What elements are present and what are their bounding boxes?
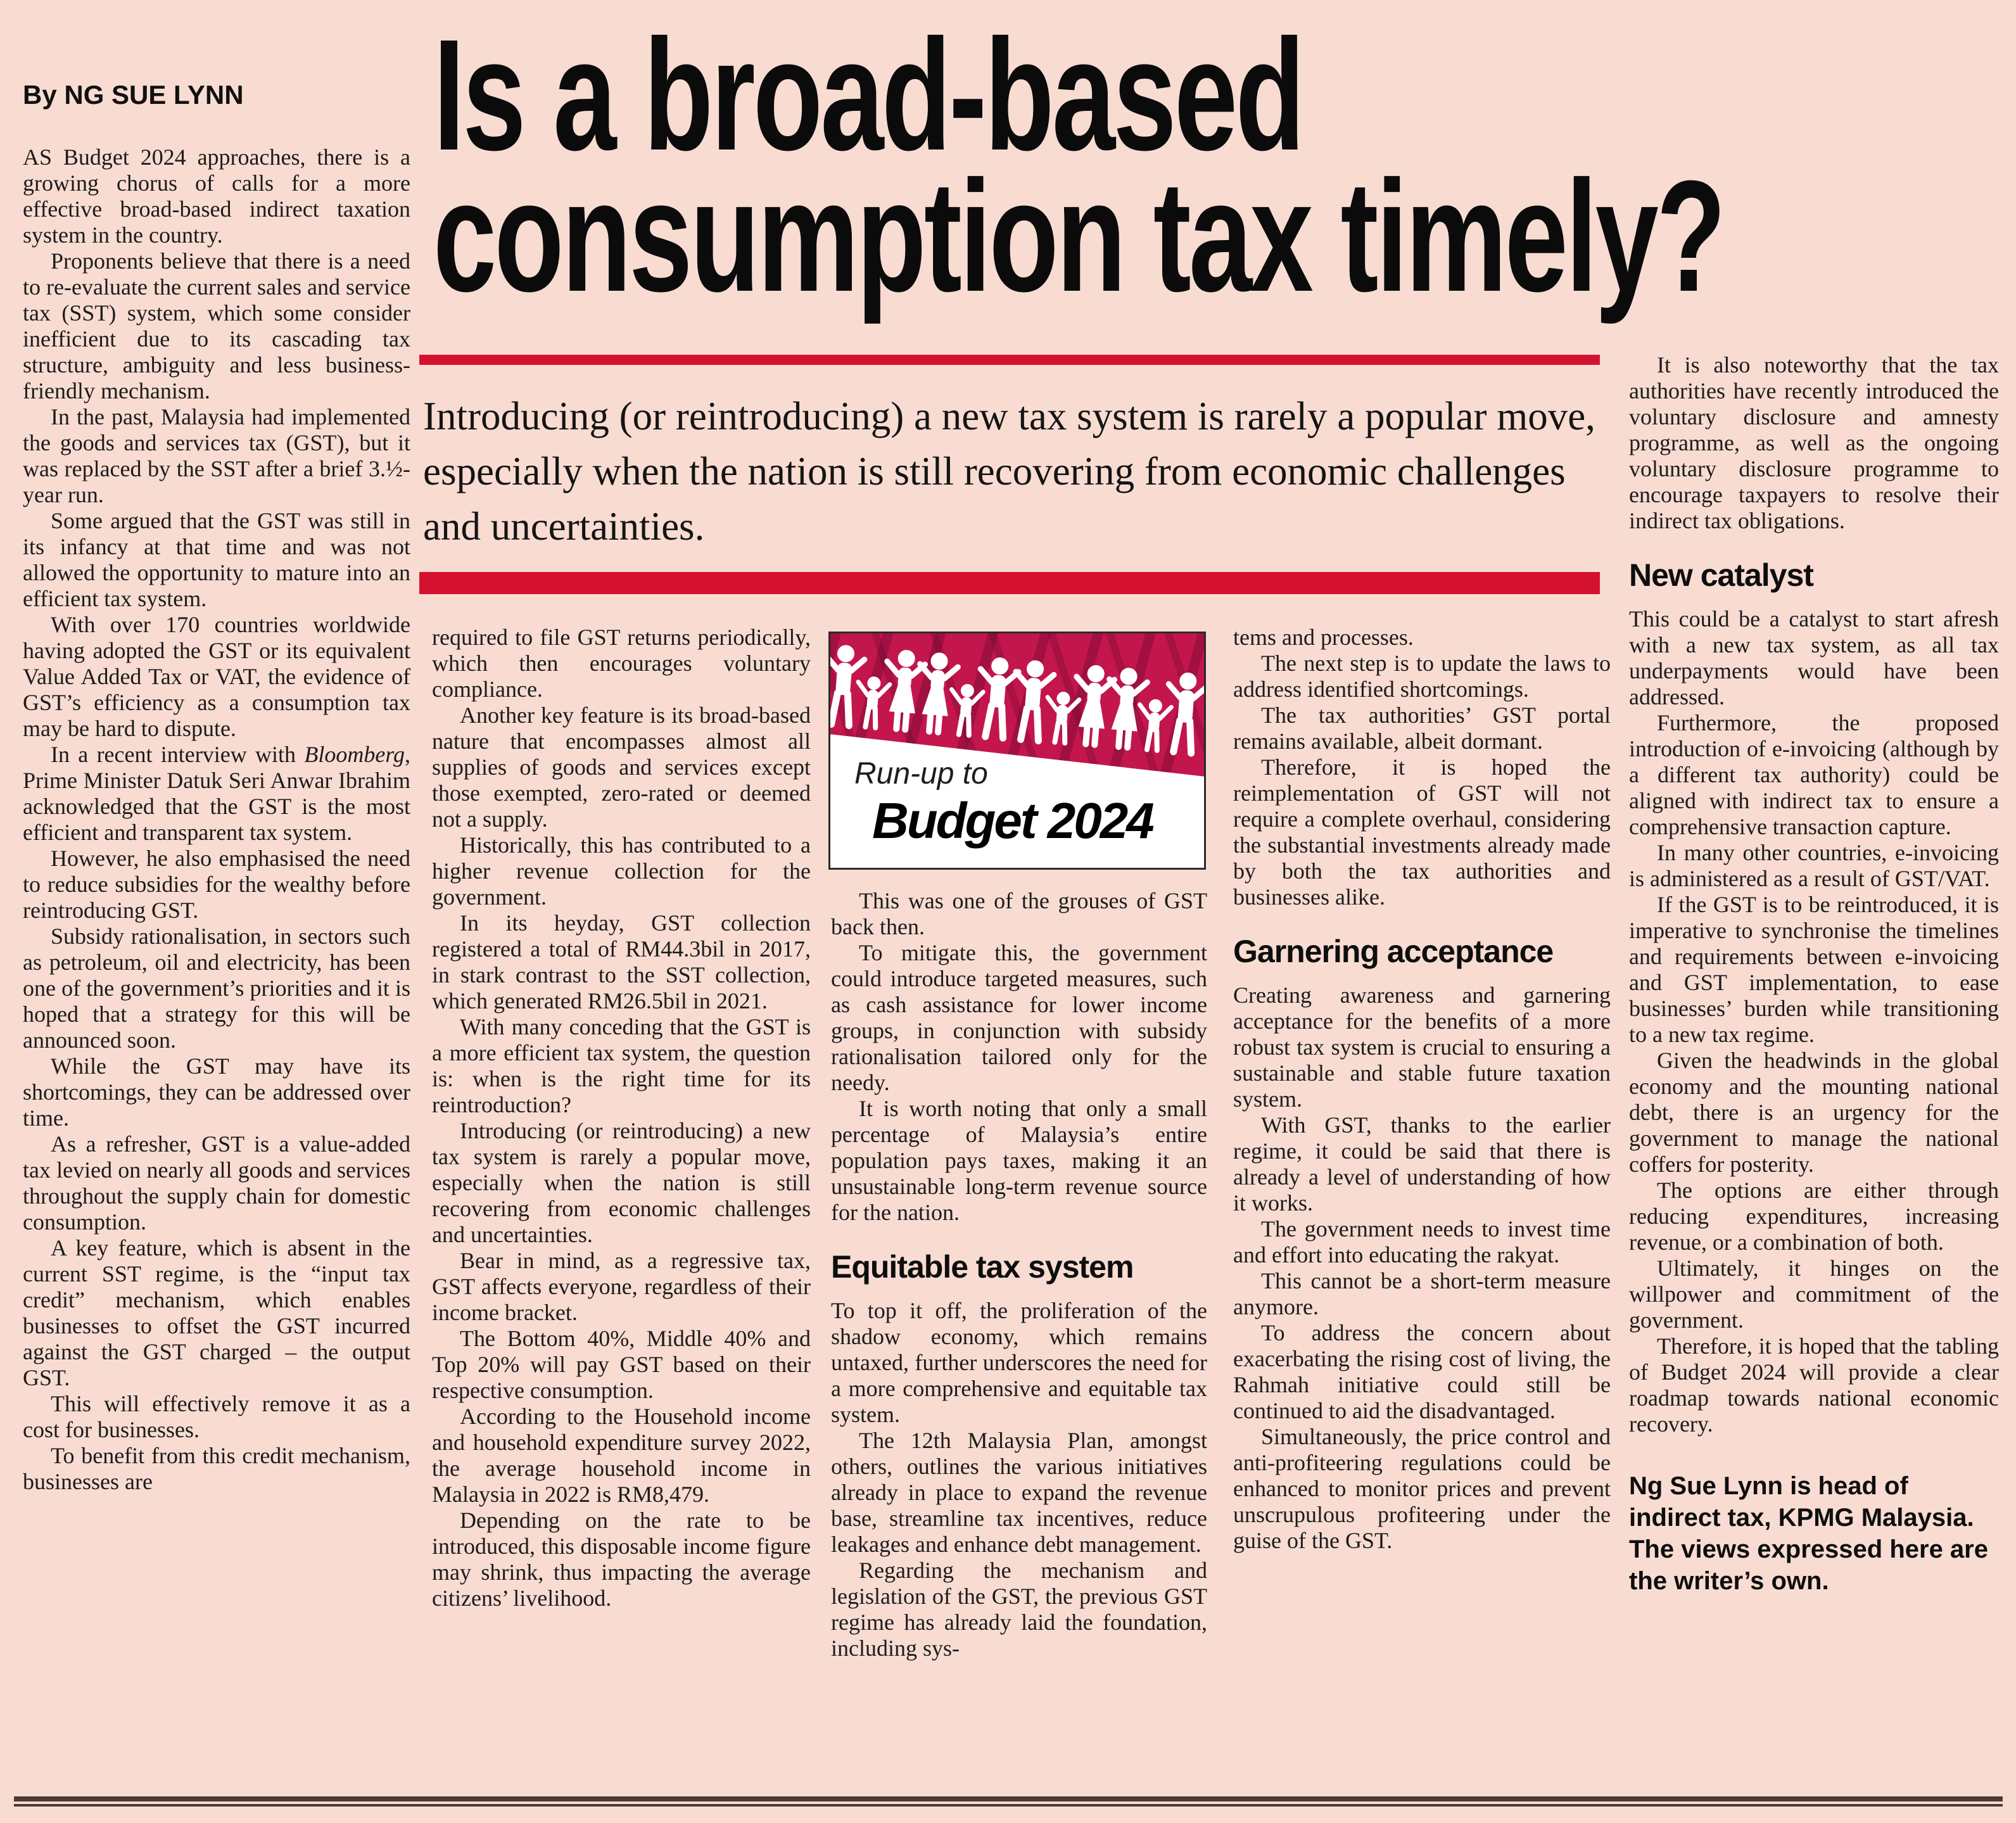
article-paragraph: Given the headwinds in the global econom… bbox=[1629, 1048, 1999, 1177]
article-paragraph: This cannot be a short-term measure anym… bbox=[1233, 1268, 1611, 1319]
article-paragraph: Bear in mind, as a regressive tax, GST a… bbox=[432, 1248, 811, 1325]
article-paragraph: According to the Household income and ho… bbox=[432, 1404, 811, 1507]
article-paragraph: Therefore, it is hoped the reimplementat… bbox=[1233, 754, 1611, 910]
article-paragraph: A key feature, which is absent in the cu… bbox=[23, 1235, 410, 1390]
author-footnote: Ng Sue Lynn is head of indirect tax, KPM… bbox=[1629, 1472, 1988, 1595]
article-paragraph: required to file GST returns periodicall… bbox=[432, 625, 811, 702]
article-paragraph: It is worth noting that only a small per… bbox=[831, 1096, 1207, 1225]
article-paragraph: Creating awareness and garnering accepta… bbox=[1233, 982, 1611, 1112]
article-paragraph: Regarding the mechanism and legislation … bbox=[831, 1558, 1207, 1661]
article-paragraph: The next step is to update the laws to a… bbox=[1233, 651, 1611, 702]
accent-bar-top bbox=[419, 355, 1600, 365]
article-paragraph: The Bottom 40%, Middle 40% and Top 20% w… bbox=[432, 1326, 811, 1403]
article-paragraph: tems and processes. bbox=[1233, 625, 1414, 650]
article-paragraph: Historically, this has contributed to a … bbox=[432, 832, 811, 910]
article-paragraph: To mitigate this, the government could i… bbox=[831, 940, 1207, 1095]
article-paragraph: To address the concern about exacerbatin… bbox=[1233, 1320, 1611, 1423]
article-paragraph: Another key feature is its broad-based n… bbox=[432, 702, 811, 832]
article-paragraph: Depending on the rate to be introduced, … bbox=[432, 1508, 811, 1611]
article-column-1: AS Budget 2024 approaches, there is a gr… bbox=[23, 144, 410, 1782]
article-paragraph: To top it off, the proliferation of the … bbox=[831, 1298, 1207, 1427]
article-column-5: It is also noteworthy that the tax autho… bbox=[1629, 352, 1999, 1781]
article-paragraph: Simultaneously, the price control and an… bbox=[1233, 1424, 1611, 1553]
accent-bar-bottom bbox=[419, 572, 1600, 594]
section-subhead: New catalyst bbox=[1629, 557, 1814, 593]
article-paragraph: AS Budget 2024 approaches, there is a gr… bbox=[23, 144, 410, 248]
article-paragraph: With many conceding that the GST is a mo… bbox=[432, 1014, 811, 1117]
article-paragraph: This could be a catalyst to start afresh… bbox=[1629, 606, 1999, 709]
run-up-to-budget-2024-graphic: Run-up to Budget 2024 bbox=[828, 632, 1206, 870]
article-paragraph: However, he also emphasised the need to … bbox=[23, 846, 410, 923]
article-paragraph: With GST, thanks to the earlier regime, … bbox=[1233, 1112, 1611, 1216]
section-subhead: Equitable tax system bbox=[831, 1249, 1134, 1285]
article-paragraph: This will effectively remove it as a cos… bbox=[23, 1391, 410, 1442]
graphic-title: Budget 2024 bbox=[872, 792, 1155, 849]
article-paragraph: Subsidy rationalisation, in sectors such… bbox=[23, 924, 410, 1053]
article-paragraph: As a refresher, GST is a value-added tax… bbox=[23, 1131, 410, 1235]
article-paragraph: The tax authorities’ GST portal remains … bbox=[1233, 702, 1611, 754]
article-paragraph: Some argued that the GST was still in it… bbox=[23, 508, 410, 611]
article-paragraph: If the GST is to be reintroduced, it is … bbox=[1629, 892, 1999, 1047]
article-paragraph: In many other countries, e-invoicing is … bbox=[1629, 840, 1999, 891]
article-column-2: required to file GST returns periodicall… bbox=[432, 625, 811, 1780]
bottom-rule bbox=[14, 1796, 2003, 1807]
article-column-4: tems and processes. The next step is to u… bbox=[1233, 625, 1611, 1780]
headline-line-1: Is a broad-based bbox=[433, 6, 1305, 183]
article-paragraph: In its heyday, GST collection registered… bbox=[432, 910, 811, 1013]
byline: By NG SUE LYNN bbox=[23, 80, 244, 110]
article-paragraph: Introducing (or reintroducing) a new tax… bbox=[432, 1118, 811, 1247]
article-paragraph: While the GST may have its shortcomings,… bbox=[23, 1053, 410, 1131]
article-paragraph: Therefore, it is hoped that the tabling … bbox=[1629, 1333, 1999, 1437]
article-paragraph: This was one of the grouses of GST back … bbox=[831, 888, 1207, 939]
article-paragraph: In a recent interview with Bloomberg, Pr… bbox=[23, 742, 410, 845]
standfirst: Introducing (or reintroducing) a new tax… bbox=[423, 394, 1595, 549]
article-paragraph: The options are either through reducing … bbox=[1629, 1178, 1999, 1255]
article-paragraph: The 12th Malaysia Plan, amongst others, … bbox=[831, 1428, 1207, 1557]
headline: Is a broad-based consumption tax timely? bbox=[433, 6, 2011, 324]
article-paragraph: The government needs to invest time and … bbox=[1233, 1216, 1611, 1267]
article-paragraph: Proponents believe that there is a need … bbox=[23, 248, 410, 403]
article-paragraph: It is also noteworthy that the tax autho… bbox=[1629, 352, 1999, 533]
article-paragraph: Ultimately, it hinges on the willpower a… bbox=[1629, 1255, 1999, 1333]
headline-line-2: consumption tax timely? bbox=[433, 148, 1726, 324]
article-paragraph: To benefit from this credit mechanism, b… bbox=[23, 1443, 410, 1494]
article-paragraph: With over 170 countries worldwide having… bbox=[23, 612, 410, 741]
article-column-3: This was one of the grouses of GST back … bbox=[831, 888, 1207, 1781]
article-paragraph: Furthermore, the proposed introduction o… bbox=[1629, 710, 1999, 839]
graphic-kicker: Run-up to bbox=[854, 757, 988, 791]
article-paragraph: In the past, Malaysia had implemented th… bbox=[23, 404, 410, 507]
section-subhead: Garnering acceptance bbox=[1233, 934, 1554, 969]
